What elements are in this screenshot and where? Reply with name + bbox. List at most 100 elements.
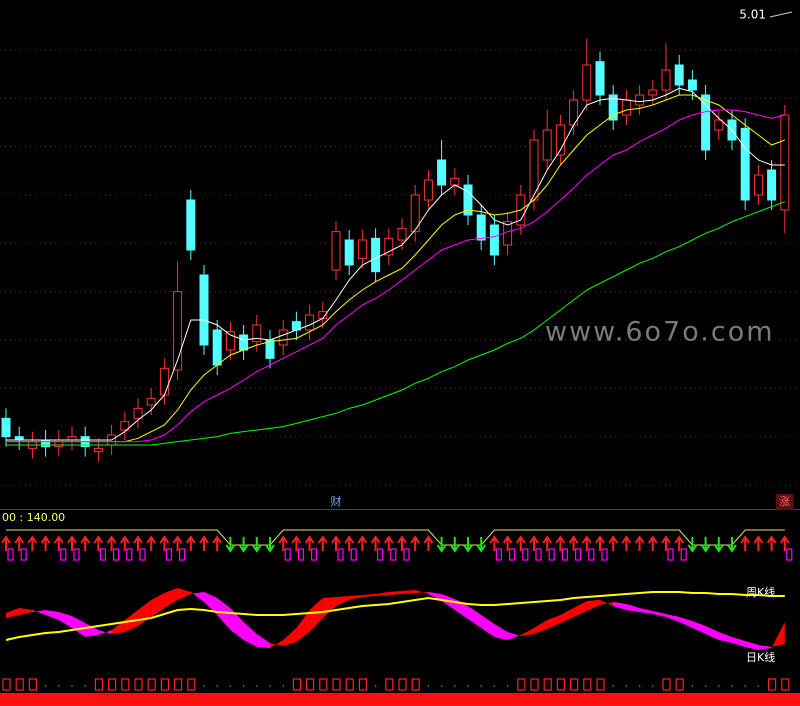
ribbon — [626, 604, 640, 612]
buy-arrow — [370, 535, 381, 551]
ribbon — [494, 624, 508, 640]
buy-arrow — [502, 535, 513, 551]
signal-box — [574, 548, 582, 561]
sell-arrow — [251, 537, 262, 553]
buy-arrow — [542, 535, 553, 551]
moving-average — [6, 87, 785, 441]
bottom-box — [596, 678, 605, 691]
bottom-box — [187, 678, 196, 691]
candle-body — [714, 119, 724, 131]
ribbon — [349, 595, 363, 600]
bottom-box — [398, 678, 407, 691]
bottom-dot — [440, 685, 443, 687]
bottom-dot — [652, 685, 654, 687]
ribbon — [415, 590, 429, 594]
ribbon — [72, 616, 86, 637]
ribbon — [362, 594, 376, 597]
bottom-dot — [269, 685, 271, 687]
sell-arrow — [700, 537, 711, 553]
bottom-box — [675, 678, 684, 691]
ribbon — [6, 608, 20, 618]
buy-arrow — [199, 535, 209, 551]
ribbon — [613, 602, 627, 610]
bottom-dot — [229, 685, 232, 687]
moving-average — [6, 109, 785, 443]
signal-box — [403, 548, 410, 561]
ribbon — [600, 600, 614, 606]
candle-body — [687, 79, 697, 91]
bottom-box — [385, 678, 394, 691]
candle-body — [529, 139, 539, 201]
watermark: www.6o7o.com — [545, 317, 775, 348]
signal-box — [390, 548, 397, 561]
bottom-dot — [757, 685, 760, 687]
signal-box — [337, 548, 344, 561]
buy-arrow — [27, 535, 38, 551]
bottom-dot — [612, 685, 614, 687]
buy-arrow — [529, 535, 539, 551]
bottom-box — [583, 678, 592, 691]
ribbon — [58, 612, 72, 628]
candle-body — [767, 169, 777, 201]
ribbon — [705, 626, 719, 640]
buy-arrow — [581, 535, 592, 551]
ribbon — [336, 596, 350, 606]
ribbon — [296, 610, 310, 642]
ribbon — [283, 628, 297, 646]
buy-arrow — [133, 535, 143, 551]
signal-box — [60, 548, 67, 561]
sell-arrow — [463, 537, 473, 553]
bottom-dot — [71, 685, 73, 687]
bottom-box — [94, 678, 104, 691]
buy-arrow — [93, 535, 104, 551]
bottom-dot — [58, 685, 60, 687]
ribbon — [190, 592, 204, 602]
buy-arrow — [779, 535, 790, 551]
buy-arrow — [67, 535, 77, 551]
bottom-box — [543, 678, 552, 691]
candle-body — [212, 329, 222, 366]
event-badge — [775, 494, 794, 510]
signal-box — [179, 548, 186, 561]
bottom-box — [517, 678, 526, 691]
event-label: 涨 — [779, 495, 790, 508]
bottom-dot — [84, 685, 86, 687]
bottom-box — [2, 678, 11, 691]
bottom-box — [345, 678, 354, 691]
candle-body — [199, 274, 209, 346]
ribbon — [243, 622, 257, 647]
bottom-box — [767, 678, 777, 691]
ribbon — [652, 611, 666, 617]
candle-body — [173, 291, 183, 371]
candle-body — [740, 127, 750, 201]
buy-arrow — [291, 535, 302, 551]
bottom-box — [569, 678, 579, 691]
candle-body — [186, 199, 196, 251]
candle-body — [437, 159, 447, 186]
bottom-dot — [638, 685, 641, 687]
ribbon — [402, 590, 416, 594]
signal-box — [73, 548, 80, 561]
signal-box — [284, 548, 291, 561]
indicator-label: 00 : 140.00 — [2, 511, 65, 524]
candle-body — [674, 64, 684, 86]
signal-box — [165, 548, 172, 561]
signal-box — [561, 548, 569, 561]
bottom-box — [306, 678, 315, 691]
bottom-dot — [691, 685, 694, 687]
event-label: 财 — [331, 494, 342, 508]
candle-body — [753, 174, 763, 196]
candle-body — [608, 94, 618, 121]
candle-body — [476, 214, 486, 241]
candle-body — [93, 447, 103, 453]
bottom-dot — [282, 685, 285, 687]
sell-arrow — [713, 537, 724, 553]
buy-arrow — [608, 535, 619, 551]
ribbon — [732, 637, 746, 647]
signal-box — [20, 548, 27, 561]
candle-body — [661, 69, 671, 91]
bottom-box — [292, 678, 301, 691]
signal-box — [99, 548, 107, 561]
buy-arrow — [634, 535, 645, 551]
